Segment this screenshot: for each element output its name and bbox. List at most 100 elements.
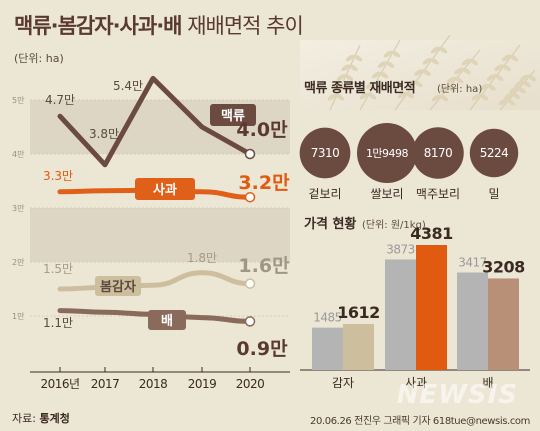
y-tick-label: 2만 bbox=[12, 258, 25, 267]
wheat-grain bbox=[336, 74, 346, 81]
wheat-grain bbox=[353, 54, 363, 62]
page-title: 맥류·봄감자·사과·배 재배면적 추이 bbox=[14, 10, 304, 40]
wheat-grain bbox=[487, 83, 496, 91]
wheat-grain bbox=[430, 57, 440, 65]
series-tag bbox=[148, 310, 186, 330]
x-tick-label: 2018 bbox=[139, 377, 168, 391]
main-unit-label: (단위: ha) bbox=[14, 52, 64, 65]
bubble-name: 맥주보리 bbox=[416, 187, 460, 201]
y-tick-label: 1만 bbox=[12, 312, 25, 321]
wheat-grain bbox=[344, 74, 354, 81]
wheat-grain bbox=[367, 92, 377, 100]
bubble-value: 7310 bbox=[311, 146, 340, 160]
wheat-grain bbox=[365, 82, 375, 89]
bar bbox=[385, 259, 416, 370]
bar-value-label: 1612 bbox=[337, 303, 380, 322]
source-label: 자료: 통계청 bbox=[12, 410, 70, 426]
wheat-grain bbox=[430, 46, 440, 54]
wheat-grain bbox=[494, 64, 503, 72]
wheat-grain bbox=[502, 64, 511, 72]
series-end-point bbox=[244, 316, 256, 327]
wheat-grain bbox=[439, 94, 449, 102]
wheat-grain bbox=[377, 61, 387, 68]
wheat-grain bbox=[446, 76, 456, 84]
series-name: 사과 bbox=[153, 182, 177, 198]
wheat-grain bbox=[519, 74, 529, 82]
data-label: 1.5만 bbox=[43, 262, 73, 276]
wheat-grain bbox=[405, 80, 415, 88]
bar bbox=[343, 324, 374, 370]
wheat-grain bbox=[479, 93, 489, 101]
bubble bbox=[357, 123, 417, 183]
wheat-grain bbox=[486, 74, 496, 81]
bar-value-label: 3208 bbox=[482, 257, 525, 276]
y-tick-label: 4만 bbox=[12, 150, 25, 159]
x-tick-label: 2016년 bbox=[40, 377, 79, 391]
bubble-chart: 맥류 종류별 재배면적 (단위: ha) 7310 겉보리 1만9498 쌀보리 8170 맥… bbox=[299, 80, 519, 201]
wheat-grain bbox=[438, 46, 448, 54]
x-tick-label: 2020 bbox=[236, 377, 265, 391]
wheat-grain bbox=[527, 74, 537, 82]
wheat-grain bbox=[332, 83, 341, 91]
x-tick-label: 2017 bbox=[91, 377, 120, 391]
title-light: 재배면적 추이 bbox=[187, 14, 304, 38]
y-tick-label: 3만 bbox=[12, 204, 25, 213]
bubble-name: 밀 bbox=[488, 187, 499, 201]
wheat-grain bbox=[506, 98, 516, 106]
wheat-grain bbox=[439, 85, 448, 93]
data-label: 5.4만 bbox=[113, 79, 143, 93]
wheat-grain bbox=[454, 76, 464, 84]
bar-value-label: 4381 bbox=[410, 224, 453, 243]
series-name: 맥류 bbox=[221, 108, 245, 124]
source-prefix: 자료: bbox=[12, 412, 36, 425]
bar-value-label: 3417 bbox=[458, 256, 487, 270]
data-label: 3.8만 bbox=[89, 127, 119, 141]
data-label: 3.3만 bbox=[43, 169, 73, 183]
wheat-grain bbox=[517, 86, 526, 94]
wheat-grain bbox=[447, 85, 456, 93]
wheat-grain bbox=[469, 58, 479, 66]
bubble-value: 1만9498 bbox=[366, 147, 409, 160]
series-tag bbox=[135, 178, 195, 200]
bubble bbox=[412, 127, 464, 179]
series-tag bbox=[210, 104, 256, 126]
y-tick-label: 5만 bbox=[12, 96, 25, 105]
wheat-grain bbox=[405, 91, 415, 99]
series-name: 배 bbox=[161, 313, 173, 329]
bubble-title: 맥류 종류별 재배면적 bbox=[304, 80, 415, 96]
wheat-grain bbox=[385, 61, 395, 68]
series-line bbox=[57, 75, 253, 168]
wheat-stalks bbox=[327, 34, 537, 111]
bubble-value: 5224 bbox=[480, 146, 509, 160]
data-label: 4.7만 bbox=[45, 93, 75, 107]
wheat-grain bbox=[373, 82, 383, 89]
bar bbox=[416, 245, 447, 370]
series-end-point bbox=[244, 278, 256, 289]
data-label: 1.8만 bbox=[187, 251, 217, 265]
wheat-grain bbox=[349, 64, 358, 72]
wheat-grain bbox=[471, 93, 481, 101]
wheat-grain bbox=[431, 94, 441, 102]
wheat-grain bbox=[514, 80, 524, 88]
bar bbox=[488, 278, 519, 370]
series-end-point bbox=[244, 148, 256, 160]
wheat-grain bbox=[345, 54, 355, 62]
wheat-grain bbox=[397, 91, 407, 99]
wheat-grain bbox=[414, 69, 423, 76]
wheat-grain bbox=[511, 92, 521, 100]
bubble-name: 겉보리 bbox=[308, 187, 341, 201]
series-tag bbox=[95, 276, 141, 296]
wheat-grain bbox=[509, 86, 518, 94]
wheat-grain bbox=[371, 71, 381, 79]
bar-unit: (단위: 원/1kg) bbox=[362, 218, 426, 231]
bar bbox=[312, 327, 343, 370]
data-label: 1.6만 bbox=[238, 255, 290, 277]
bubble bbox=[299, 127, 351, 179]
wheat-grain bbox=[327, 93, 337, 101]
wheat-grain bbox=[359, 92, 369, 100]
bubble bbox=[469, 128, 519, 178]
wheat-grain bbox=[522, 80, 532, 88]
data-label: 1.1만 bbox=[43, 316, 73, 330]
